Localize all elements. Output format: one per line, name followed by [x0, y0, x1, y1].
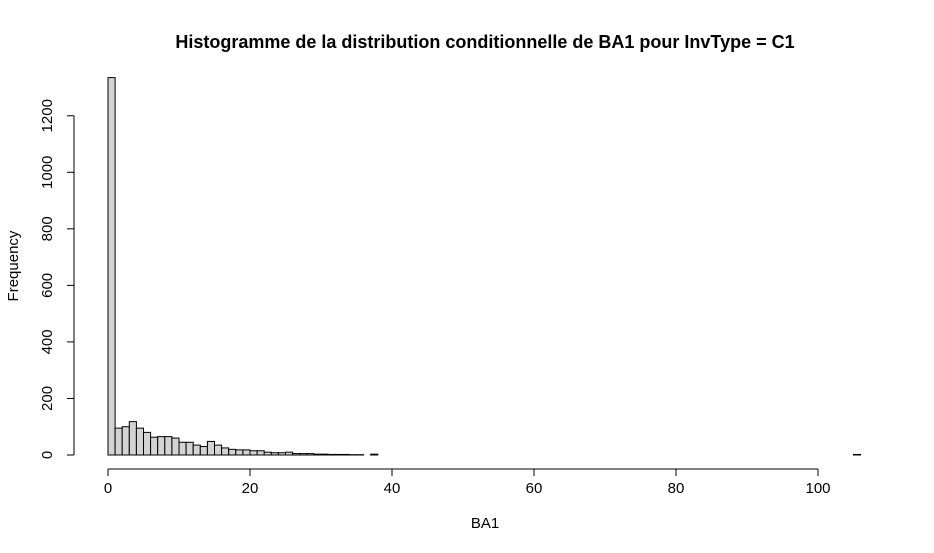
histogram-bar — [114, 427, 123, 456]
histogram-bar — [327, 453, 336, 456]
y-axis: 0 200 400 600 800 1000 1200 — [39, 99, 75, 459]
histogram-bar — [313, 453, 322, 456]
histogram-bar — [121, 426, 130, 456]
histogram-bar — [235, 449, 244, 456]
x-axis-label: BA1 — [471, 515, 499, 532]
histogram-bar — [164, 436, 173, 456]
histogram-bar — [128, 421, 137, 456]
histogram-bar — [285, 451, 294, 456]
y-tick-label: 200 — [39, 386, 56, 411]
x-tick-label: 20 — [242, 480, 259, 497]
histogram-bar — [178, 441, 187, 456]
y-tick-label: 1200 — [39, 99, 56, 132]
histogram-bar — [334, 453, 343, 456]
x-tick-label: 80 — [668, 480, 685, 497]
histogram-bar — [249, 450, 258, 456]
x-tick-label: 0 — [104, 480, 112, 497]
histogram-bar — [242, 449, 251, 456]
x-axis: 0 20 40 60 80 100 — [104, 468, 831, 497]
histogram-bar — [299, 453, 308, 456]
x-tick-label: 60 — [526, 480, 543, 497]
y-tick-label: 600 — [39, 273, 56, 298]
histogram-bar — [306, 453, 315, 456]
histogram-bar — [150, 436, 159, 456]
y-tick-label: 0 — [39, 451, 56, 459]
x-tick-label: 40 — [384, 480, 401, 497]
histogram-bar — [292, 453, 301, 456]
histogram-bar — [192, 444, 201, 456]
histogram-bar — [221, 447, 230, 456]
y-tick-label: 400 — [39, 329, 56, 354]
y-tick-label: 800 — [39, 216, 56, 241]
histogram-bar — [341, 453, 350, 456]
histogram-bar — [214, 444, 223, 456]
histogram-bar — [320, 453, 329, 456]
histogram-bar — [256, 450, 265, 456]
histogram-bar — [370, 453, 379, 456]
histogram-bar — [206, 440, 215, 456]
histogram-bar — [277, 452, 286, 456]
histogram-bar — [199, 446, 208, 456]
chart-title: Histogramme de la distribution condition… — [175, 32, 794, 52]
y-axis-label: Frequency — [5, 230, 22, 301]
histogram-bar — [143, 431, 152, 456]
histogram-bar — [135, 427, 144, 456]
histogram-bar — [853, 453, 862, 456]
histogram-bar — [185, 441, 194, 456]
histogram-bar — [157, 436, 166, 456]
x-tick-label: 100 — [805, 480, 830, 497]
y-tick-label: 1000 — [39, 156, 56, 189]
histogram-bar — [228, 448, 237, 456]
histogram-bar — [171, 437, 180, 456]
bars-group — [107, 77, 862, 456]
histogram-bar — [270, 452, 279, 456]
histogram-bar — [263, 451, 272, 456]
histogram-bar — [107, 77, 116, 456]
